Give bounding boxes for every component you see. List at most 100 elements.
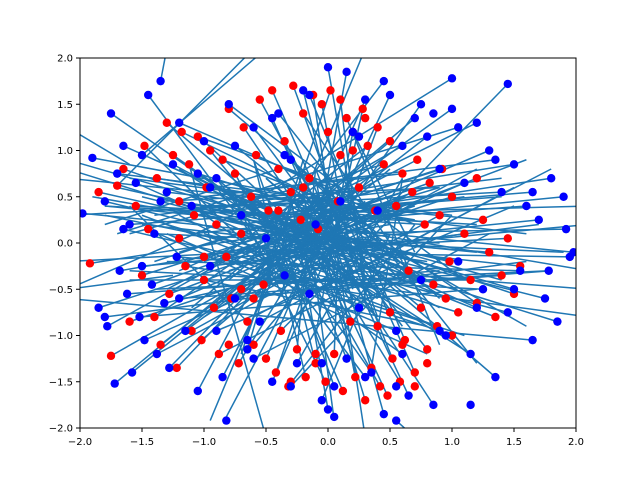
blue-point <box>156 76 165 86</box>
red-point <box>363 141 372 151</box>
blue-point <box>137 150 147 160</box>
line-segment <box>228 260 440 332</box>
red-point <box>137 271 147 280</box>
x-tick-label: 0.5 <box>382 437 398 448</box>
x-tick-label: 0.0 <box>320 437 336 448</box>
line-segment <box>352 83 509 244</box>
line-segment <box>216 205 515 332</box>
blue-point <box>441 331 450 340</box>
blue-point <box>503 79 512 89</box>
red-point <box>131 201 140 211</box>
y-tick-label: 0.0 <box>57 239 73 250</box>
line-segment <box>80 133 130 166</box>
x-tick-label: −2.0 <box>68 437 92 448</box>
red-point <box>150 312 159 322</box>
blue-point <box>404 391 413 400</box>
red-point <box>152 174 162 183</box>
blue-point <box>305 90 314 100</box>
blue-point <box>131 178 140 188</box>
red-point <box>404 266 413 275</box>
blue-point <box>466 349 475 359</box>
blue-point <box>106 109 116 118</box>
blue-point <box>199 137 209 146</box>
red-point <box>234 359 243 368</box>
blue-point <box>466 400 475 410</box>
blue-point <box>249 123 258 132</box>
y-tick-label: 2.0 <box>57 54 73 65</box>
red-point <box>342 113 351 123</box>
line-segment <box>253 233 490 360</box>
red-point <box>239 123 248 132</box>
red-point <box>317 100 326 109</box>
red-point <box>375 382 385 391</box>
blue-point <box>162 187 171 197</box>
red-point <box>209 303 219 312</box>
red-point <box>246 192 256 201</box>
red-point <box>398 169 407 178</box>
blue-point <box>367 368 376 377</box>
red-point <box>321 377 330 386</box>
y-tick-label: −1.5 <box>49 377 73 388</box>
red-point <box>301 372 310 382</box>
blue-point <box>491 372 500 382</box>
y-tick-label: 1.5 <box>57 100 73 111</box>
blue-point <box>206 261 215 271</box>
blue-point <box>354 132 364 141</box>
blue-point <box>323 63 333 72</box>
blue-point <box>410 113 419 123</box>
y-tick-label: 0.5 <box>57 192 73 203</box>
red-point <box>175 234 184 243</box>
line-segment <box>123 145 341 244</box>
red-point <box>445 257 454 266</box>
blue-point <box>175 118 184 127</box>
red-point <box>472 174 481 183</box>
red-point <box>268 86 277 95</box>
blue-point <box>175 294 184 303</box>
line-segment <box>197 172 366 226</box>
blue-point <box>305 289 314 299</box>
x-tick-label: −1.5 <box>130 437 154 448</box>
line-segment <box>265 145 403 226</box>
red-point <box>264 206 273 215</box>
red-point <box>184 160 194 169</box>
red-point <box>172 363 181 373</box>
red-point <box>346 317 355 326</box>
blue-point <box>113 169 122 178</box>
red-point <box>218 155 227 164</box>
blue-point <box>317 359 326 368</box>
red-point <box>410 368 419 377</box>
line-segment <box>290 159 379 235</box>
red-point <box>454 308 463 317</box>
red-point <box>249 294 258 303</box>
blue-point <box>361 95 370 104</box>
red-point <box>280 137 289 146</box>
blue-point <box>398 141 407 151</box>
x-tick-label: −1.0 <box>192 437 216 448</box>
red-point <box>289 81 298 90</box>
line-segment <box>308 94 379 262</box>
blue-point <box>127 368 137 377</box>
blue-point <box>268 113 277 123</box>
line-segment <box>216 219 539 253</box>
line-segment <box>284 274 576 317</box>
blue-point <box>144 90 153 100</box>
blue-point <box>137 261 147 271</box>
blue-point <box>212 326 221 336</box>
blue-point <box>280 271 289 280</box>
blue-point <box>491 155 500 164</box>
blue-point <box>80 209 87 218</box>
red-point <box>299 109 308 118</box>
blue-point <box>119 141 128 151</box>
blue-point <box>249 354 258 363</box>
blue-point <box>553 317 562 326</box>
blue-point <box>286 155 295 164</box>
blue-point <box>119 224 128 234</box>
red-point <box>193 132 202 141</box>
blue-point <box>268 377 277 386</box>
blue-point <box>342 67 351 77</box>
blue-point <box>561 224 571 234</box>
red-point <box>398 340 407 349</box>
red-point <box>373 123 382 132</box>
x-axis: −2.0 −1.5 −1.0 −0.5 0.0 0.5 1.0 1.5 2.0 <box>68 428 584 448</box>
red-point <box>106 351 116 361</box>
